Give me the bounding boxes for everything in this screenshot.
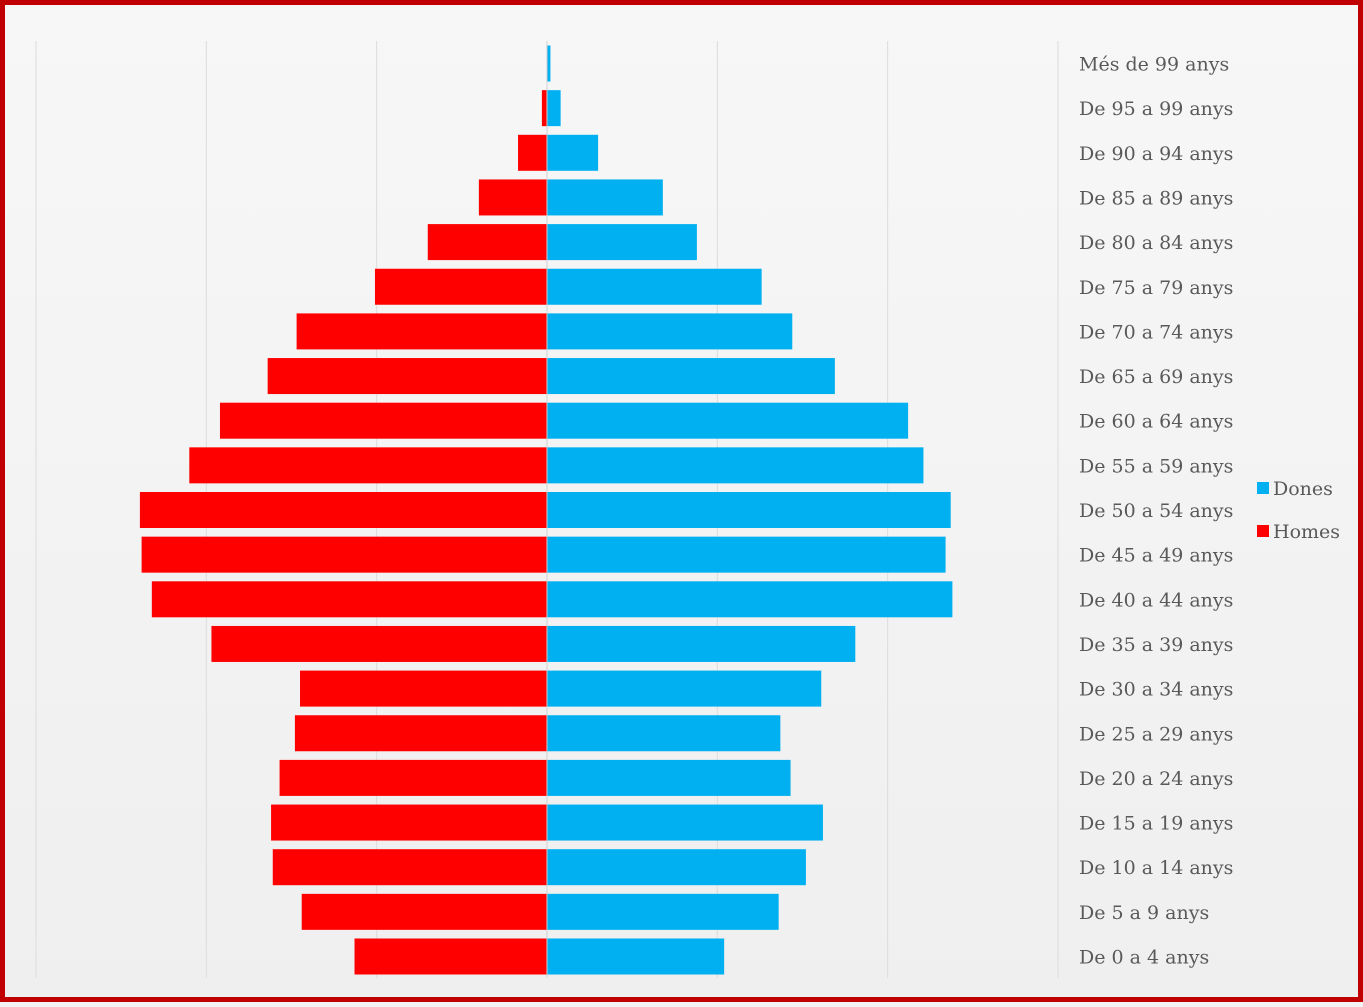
bar-homes	[294, 715, 547, 752]
bar-homes	[267, 358, 547, 395]
category-label: De 30 a 34 anys	[1079, 679, 1233, 701]
category-label: De 5 a 9 anys	[1079, 902, 1209, 924]
bar-homes	[301, 893, 547, 930]
legend-label-dones: Dones	[1273, 478, 1333, 500]
bar-homes	[374, 268, 547, 305]
bar-dones	[547, 447, 924, 484]
category-label: De 20 a 24 anys	[1079, 768, 1233, 790]
category-label: De 15 a 19 anys	[1079, 813, 1233, 835]
bar-homes	[211, 625, 547, 662]
category-label: De 85 a 89 anys	[1079, 187, 1233, 209]
category-label: De 80 a 84 anys	[1079, 232, 1233, 254]
bar-dones	[547, 893, 779, 930]
legend-label-homes: Homes	[1273, 521, 1340, 543]
bar-dones	[547, 224, 697, 261]
bar-homes	[141, 536, 547, 573]
category-label: Més de 99 anys	[1079, 54, 1229, 76]
bar-homes	[219, 402, 547, 439]
bar-homes	[427, 224, 547, 261]
bar-dones	[547, 90, 561, 127]
category-label: De 60 a 64 anys	[1079, 411, 1233, 433]
category-label: De 90 a 94 anys	[1079, 143, 1233, 165]
bar-homes	[300, 670, 547, 707]
bar-dones	[547, 268, 762, 305]
population-pyramid-chart: Més de 99 anys De 95 a 99 anys De 90 a 94 …	[35, 41, 1340, 978]
bar-homes	[478, 179, 547, 216]
category-label: De 65 a 69 anys	[1079, 366, 1233, 388]
legend-swatch-dones	[1257, 482, 1269, 494]
category-label: De 45 a 49 anys	[1079, 545, 1233, 567]
bar-dones	[547, 581, 953, 618]
bar-dones	[547, 402, 909, 439]
bar-homes	[272, 849, 547, 886]
category-label: De 70 a 74 anys	[1079, 321, 1233, 343]
bar-dones	[547, 313, 793, 350]
bar-dones	[547, 45, 551, 82]
category-label: De 75 a 79 anys	[1079, 277, 1233, 299]
category-label: De 0 a 4 anys	[1079, 947, 1209, 969]
bar-dones	[547, 849, 806, 886]
bar-dones	[547, 804, 823, 841]
bar-homes	[354, 938, 547, 975]
bar-homes	[541, 90, 547, 127]
category-label: De 10 a 14 anys	[1079, 857, 1233, 879]
category-labels: Més de 99 anys De 95 a 99 anys De 90 a 94 …	[1079, 54, 1233, 969]
bar-homes	[271, 804, 547, 841]
bar-dones	[547, 134, 599, 171]
bar-dones	[547, 938, 725, 975]
bar-dones	[547, 670, 822, 707]
bar-dones	[547, 759, 791, 796]
bar-dones	[547, 625, 856, 662]
category-label: De 40 a 44 anys	[1079, 589, 1233, 611]
bar-dones	[547, 715, 781, 752]
legend-swatch-homes	[1257, 525, 1269, 537]
bar-dones	[547, 492, 951, 528]
bar-homes	[279, 759, 547, 796]
bar-homes	[151, 581, 547, 618]
bar-dones	[547, 536, 946, 573]
category-label: De 25 a 29 anys	[1079, 723, 1233, 745]
bars	[139, 45, 953, 975]
category-label: De 50 a 54 anys	[1079, 500, 1233, 522]
bar-homes	[518, 134, 547, 171]
category-label: De 95 a 99 anys	[1079, 98, 1233, 120]
bar-dones	[547, 358, 835, 395]
bar-homes	[296, 313, 547, 350]
category-label: De 35 a 39 anys	[1079, 634, 1233, 656]
bar-dones	[547, 179, 663, 216]
category-label: De 55 a 59 anys	[1079, 455, 1233, 477]
bar-homes	[139, 492, 548, 528]
bar-homes	[189, 447, 548, 484]
legend: Dones Homes	[1257, 478, 1340, 543]
